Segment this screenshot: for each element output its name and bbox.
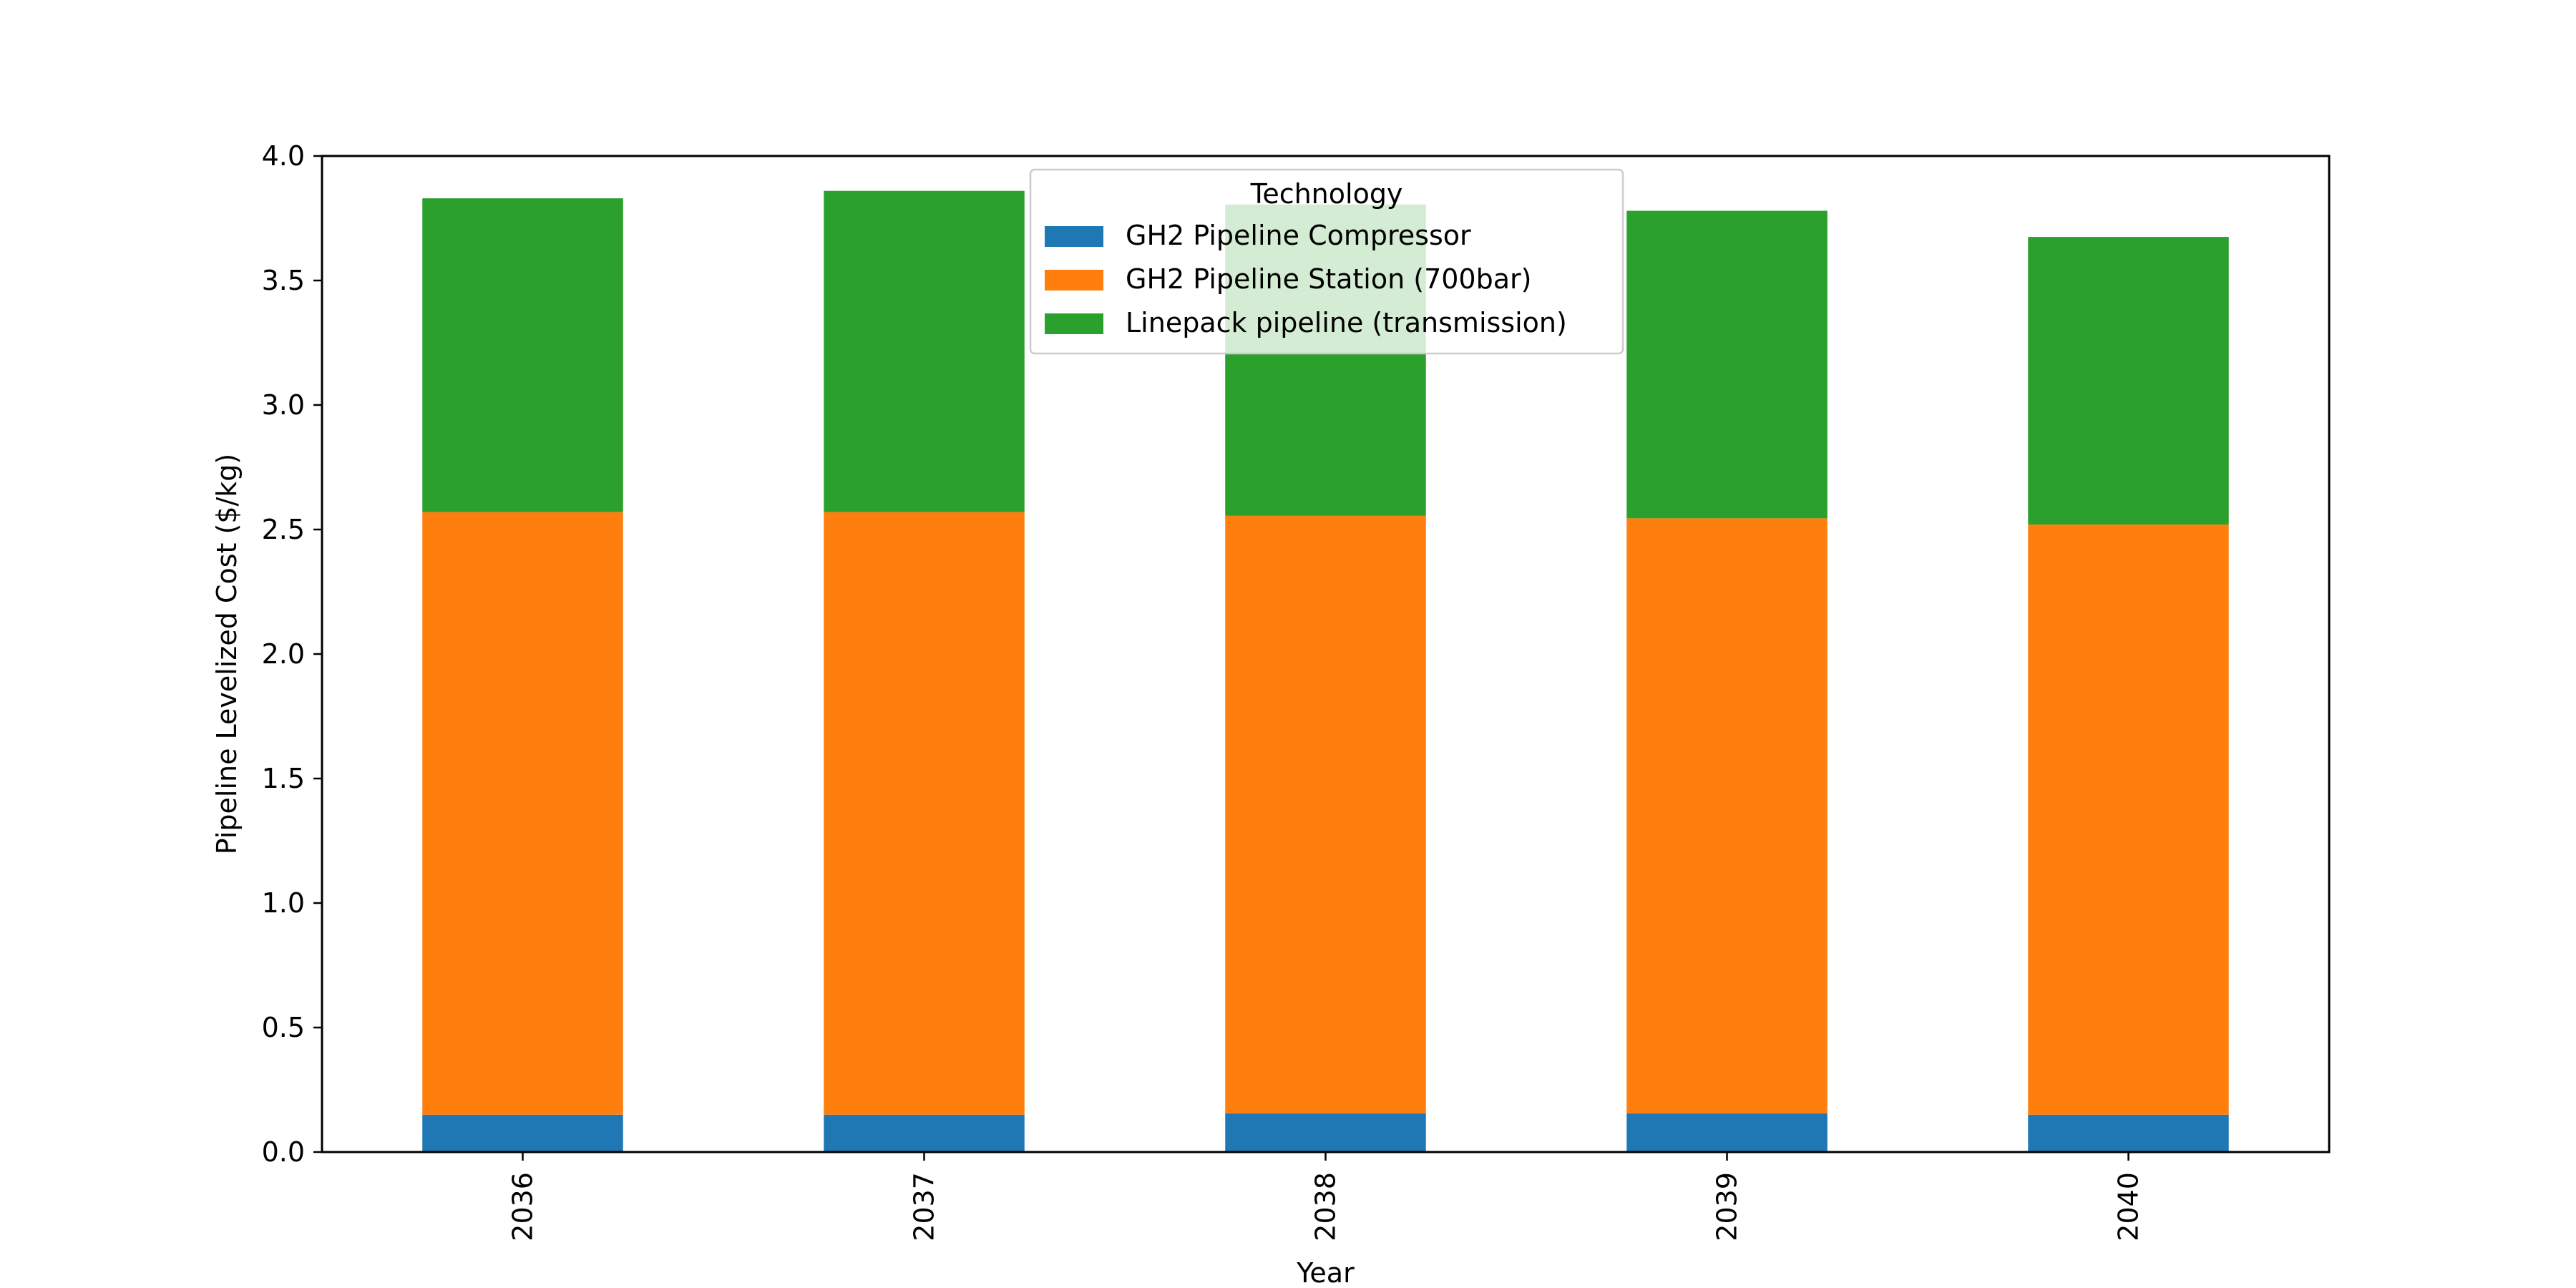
legend-box xyxy=(1029,168,1624,355)
bar-2040-series-1 xyxy=(2028,525,2229,1115)
y-axis-label: Pipeline Levelized Cost ($/kg) xyxy=(211,454,243,855)
y-tick-label: 3.0 xyxy=(262,389,305,421)
y-tick-label: 0.5 xyxy=(262,1012,305,1043)
bar-2036-series-0 xyxy=(422,1114,623,1152)
y-tick-label: 3.5 xyxy=(262,265,305,296)
bar-2037-series-1 xyxy=(824,512,1025,1115)
legend: Technology GH2 Pipeline Compressor GH2 Pip… xyxy=(1029,168,1624,355)
bar-2038-series-0 xyxy=(1225,1113,1426,1152)
x-tick-label: 2039 xyxy=(1712,1172,1743,1241)
y-tick-label: 2.5 xyxy=(262,514,305,545)
bar-2040-series-0 xyxy=(2028,1114,2229,1152)
y-tick-label: 1.0 xyxy=(262,887,305,919)
bar-2036-series-1 xyxy=(422,512,623,1115)
legend-swatch-2 xyxy=(1045,313,1103,334)
bar-2040-series-2 xyxy=(2028,237,2229,525)
x-axis-label: Year xyxy=(1296,1257,1355,1288)
x-tick-label: 2038 xyxy=(1310,1172,1342,1241)
legend-label-0: GH2 Pipeline Compressor xyxy=(1126,220,1471,251)
x-tick-label: 2037 xyxy=(909,1172,940,1241)
bar-2037-series-2 xyxy=(824,190,1025,512)
x-tick-label: 2036 xyxy=(507,1172,539,1241)
bar-2039-series-1 xyxy=(1626,518,1828,1114)
bar-2039-series-2 xyxy=(1626,210,1828,519)
bar-2039-series-0 xyxy=(1626,1113,1828,1152)
legend-swatch-1 xyxy=(1045,270,1103,291)
axes-group: 0.0 0.5 1.0 1.5 2.0 2.5 3.0 3.5 4.0 2036 2037 2038 2… xyxy=(262,140,2331,1241)
y-tick-label: 0.0 xyxy=(262,1136,305,1168)
bar-2037-series-0 xyxy=(824,1114,1025,1152)
legend-swatch-0 xyxy=(1045,226,1103,247)
bar-2036-series-2 xyxy=(422,198,623,512)
y-tick-label: 2.0 xyxy=(262,638,305,670)
bars-group xyxy=(422,190,2229,1152)
legend-label-2: Linepack pipeline (transmission) xyxy=(1126,307,1567,338)
legend-title: Technology xyxy=(1250,178,1403,210)
legend-label-1: GH2 Pipeline Station (700bar) xyxy=(1126,263,1531,295)
y-tick-label: 4.0 xyxy=(262,140,305,172)
y-tick-label: 1.5 xyxy=(262,763,305,794)
x-tick-label: 2040 xyxy=(2113,1172,2145,1241)
bar-2038-series-1 xyxy=(1225,515,1426,1114)
